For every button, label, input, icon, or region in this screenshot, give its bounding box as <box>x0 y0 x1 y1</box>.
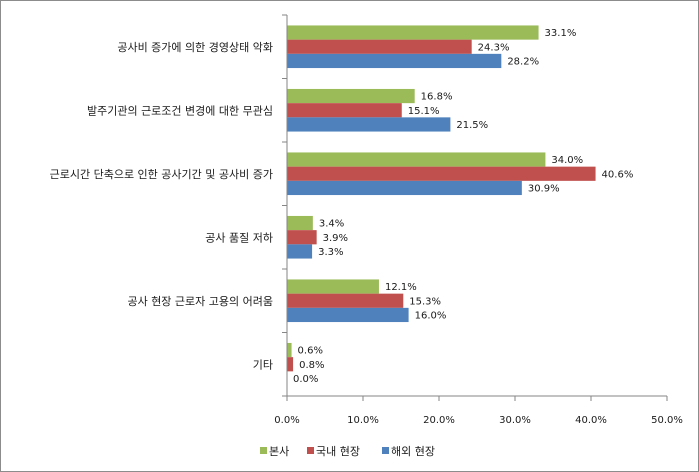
data-label-2-2: 15.1% <box>408 106 440 117</box>
data-label-4-3: 3.3% <box>318 247 343 258</box>
bar-2-series-3 <box>287 117 451 132</box>
bar-1-series-1 <box>287 25 539 40</box>
bar-5-series-3 <box>287 307 409 323</box>
legend: 본사 국내 현장 해외 현장 <box>260 444 435 458</box>
bar-1-series-2 <box>287 39 472 54</box>
category-label: 기타 <box>253 358 273 371</box>
data-label-3-3: 30.9% <box>528 184 560 195</box>
bar-3-series-2 <box>287 166 596 181</box>
data-label-3-1: 34.0% <box>551 155 583 166</box>
legend-swatch-3 <box>382 447 389 454</box>
bar-2-series-2 <box>287 103 402 118</box>
legend-label-1: 본사 <box>269 445 289 458</box>
category-label: 공사비 증가에 의한 경영상태 악화 <box>117 41 273 54</box>
legend-swatch-2 <box>307 447 314 454</box>
bar-5-series-1 <box>287 279 379 294</box>
legend-label-2: 국내 현장 <box>316 445 360 458</box>
data-label-3-2: 40.6% <box>602 169 634 180</box>
category-label: 공사 품질 저하 <box>205 230 273 244</box>
data-label-6-1: 0.6% <box>298 346 323 357</box>
data-label-1-2: 24.3% <box>478 42 510 53</box>
data-label-6-3: 0.0% <box>293 374 318 385</box>
x-tick-label: 30.0% <box>499 415 531 426</box>
bar-1-series-3 <box>287 53 502 69</box>
bar-4-series-1 <box>287 215 313 231</box>
data-label-4-2: 3.9% <box>323 233 348 244</box>
bar-5-series-2 <box>287 293 404 308</box>
category-label: 발주기관의 근로조건 변경에 대한 무관심 <box>87 104 273 117</box>
data-label-5-2: 15.3% <box>409 296 441 307</box>
data-label-4-1: 3.4% <box>319 219 344 230</box>
bar-4-series-2 <box>287 230 317 245</box>
x-tick-label: 20.0% <box>423 415 455 426</box>
data-label-2-3: 21.5% <box>456 120 488 131</box>
category-label: 근로시간 단축으로 인한 공사기간 및 공사비 증가 <box>50 168 273 181</box>
bar-3-series-1 <box>287 152 546 167</box>
x-tick-label: 40.0% <box>575 415 607 426</box>
legend-swatch-1 <box>260 447 267 454</box>
bar-6-series-2 <box>287 357 294 372</box>
data-label-5-1: 12.1% <box>385 282 417 293</box>
bar-3-series-3 <box>287 180 522 196</box>
category-label: 공사 현장 근로자 고용의 어려움 <box>127 295 273 308</box>
x-axis: 0.0% 10.0% 20.0% 30.0% 40.0% 50.0% <box>274 395 683 426</box>
data-label-6-2: 0.8% <box>299 360 324 371</box>
x-tick-label: 10.0% <box>347 415 379 426</box>
data-label-5-3: 16.0% <box>415 311 447 322</box>
data-label-2-1: 16.8% <box>421 92 453 103</box>
x-tick-label: 50.0% <box>651 415 683 426</box>
bar-4-series-3 <box>287 244 313 259</box>
x-tick-label: 0.0% <box>274 415 299 426</box>
plot-area: 33.1% 24.3% 28.2% 16.8% 15.1% 21.5% 34.0% 40.6%… <box>287 25 633 385</box>
data-label-1-1: 33.1% <box>545 28 577 39</box>
legend-label-3: 해외 현장 <box>391 444 435 458</box>
bar-2-series-1 <box>287 88 415 104</box>
bar-6-series-1 <box>287 342 292 358</box>
data-label-1-3: 28.2% <box>507 57 539 68</box>
